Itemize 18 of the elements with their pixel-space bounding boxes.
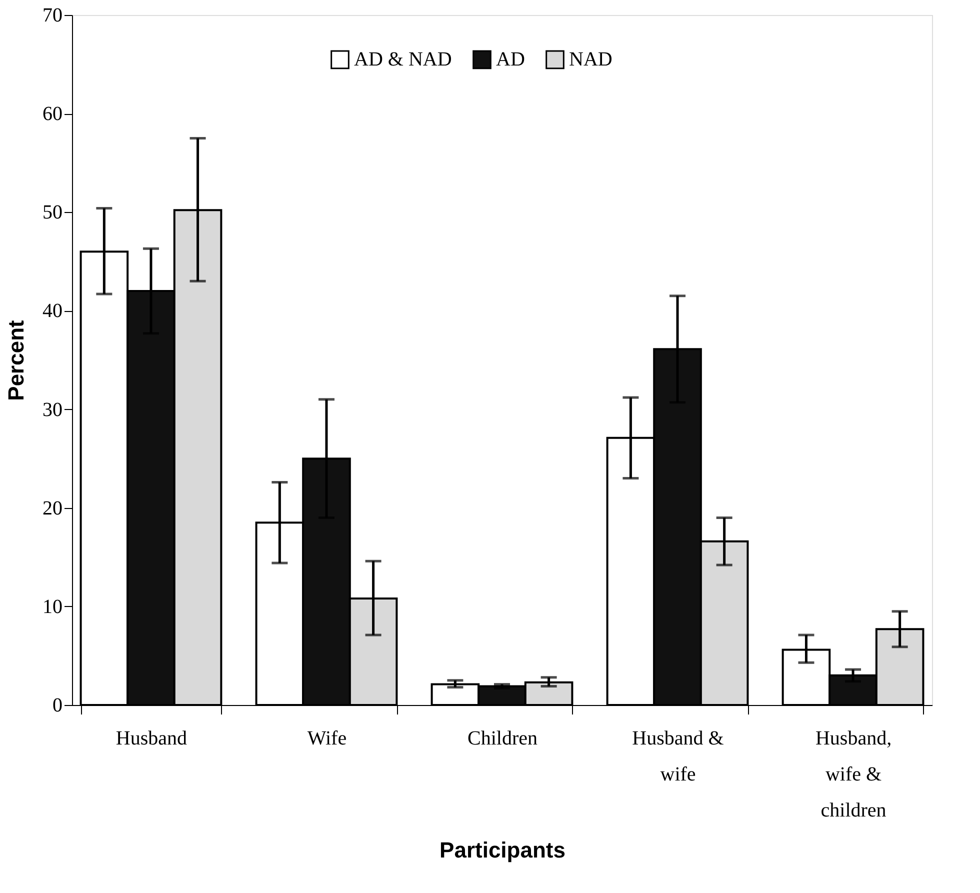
legend-label: AD & NAD <box>354 48 452 71</box>
legend-label: NAD <box>569 48 612 71</box>
x-tick-label: Husband, wife & children <box>815 728 892 822</box>
y-axis-title: Percent <box>4 319 28 401</box>
x-tick-label: Husband <box>116 728 188 750</box>
x-tick-label: Wife <box>307 728 347 750</box>
y-tick-label: 20 <box>42 497 62 520</box>
legend-label: AD <box>496 48 525 71</box>
x-axis-title: Participants <box>440 838 566 862</box>
x-tick-label: Children <box>468 728 538 750</box>
y-tick-label: 0 <box>52 694 62 716</box>
y-tick-label: 10 <box>42 596 62 618</box>
y-tick-label: 60 <box>42 103 62 126</box>
x-tick-label: Husband & wife <box>632 728 724 786</box>
y-tick-label: 40 <box>42 300 62 322</box>
y-tick-label: 70 <box>42 4 62 26</box>
y-tick-label: 50 <box>42 202 62 224</box>
y-tick-label: 30 <box>42 398 62 421</box>
